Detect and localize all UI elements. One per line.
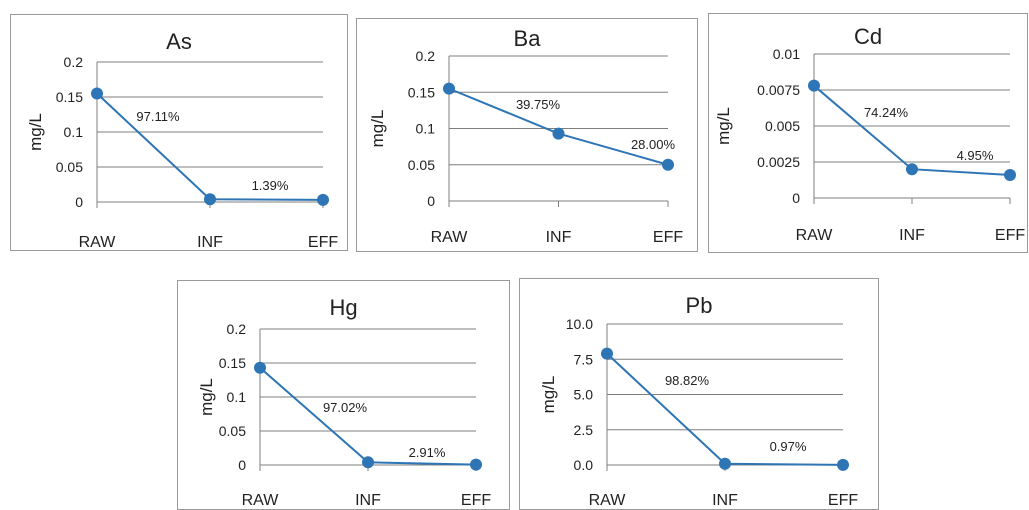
chart-title: As (166, 29, 192, 54)
chart-panel-cd: 0 0.0025 0.005 0.0075 0.01 RAW INF EFF Cd mg/L 74.… (708, 13, 1028, 253)
reduction-annotation: 97.11% (136, 109, 180, 124)
y-axis-label: mg/L (368, 110, 387, 148)
y-tick-label: 0.01 (773, 46, 800, 62)
y-tick-label: 0.05 (56, 159, 83, 175)
y-tick-label: 0.15 (219, 355, 246, 371)
x-tick-label: INF (197, 234, 223, 250)
y-axis-label: mg/L (26, 113, 45, 151)
data-point-eff (470, 459, 482, 471)
data-point-inf (906, 163, 918, 175)
x-tick-label: EFF (995, 227, 1025, 244)
x-tick-label: INF (546, 229, 572, 246)
data-point-eff (837, 459, 849, 471)
chart-svg-ba: 0 0.05 0.1 0.15 0.2 RAW INF EFF Ba mg/L 39.75% 28.0… (357, 19, 697, 251)
x-tick-label: RAW (431, 229, 469, 246)
reduction-annotation: 74.24% (864, 105, 909, 120)
chart-svg-cd: 0 0.0025 0.005 0.0075 0.01 RAW INF EFF Cd mg/L 74.… (709, 14, 1027, 252)
y-tick-label: 0.2 (416, 48, 436, 64)
y-tick-label: 0.05 (408, 157, 435, 173)
y-tick-label: 0.0025 (757, 154, 800, 170)
data-point-raw (601, 348, 613, 360)
y-tick-label: 0 (792, 190, 800, 206)
y-tick-label: 10.0 (566, 316, 593, 332)
x-tick-label: EFF (828, 492, 858, 509)
chart-panel-pb: 0.0 2.5 5.0 7.5 10.0 RAW INF EFF Pb mg/L 98.82% 0.9… (519, 278, 879, 510)
chart-title: Cd (854, 24, 882, 49)
y-tick-label: 2.5 (574, 422, 594, 438)
reduction-annotation: 1.39% (252, 178, 289, 193)
data-point-raw (443, 83, 455, 95)
data-point-inf (362, 456, 374, 468)
reduction-annotation: 98.82% (665, 373, 710, 388)
data-point-raw (91, 88, 103, 100)
reduction-annotation: 39.75% (516, 97, 561, 112)
data-point-raw (808, 80, 820, 92)
y-tick-label: 7.5 (574, 351, 594, 367)
data-point-inf (719, 458, 731, 470)
chart-panel-ba: 0 0.05 0.1 0.15 0.2 RAW INF EFF Ba mg/L 39.75% 28.0… (356, 18, 698, 252)
data-point-eff (1004, 169, 1016, 181)
y-tick-label: 0.1 (64, 124, 84, 140)
data-point-eff (662, 159, 674, 171)
y-tick-label: 0.1 (227, 389, 247, 405)
y-tick-label: 0.2 (64, 54, 84, 70)
reduction-annotation: 2.91% (409, 445, 446, 460)
x-tick-label: RAW (79, 234, 117, 250)
series-line (607, 354, 843, 465)
y-tick-label: 0.0075 (757, 82, 800, 98)
y-tick-label: 0.1 (416, 121, 436, 137)
y-axis-label: mg/L (197, 378, 216, 416)
chart-title: Ba (514, 26, 542, 51)
y-tick-label: 0.2 (227, 321, 247, 337)
y-tick-label: 5.0 (574, 387, 594, 403)
x-tick-label: RAW (589, 492, 627, 509)
y-tick-label: 0.15 (56, 89, 83, 105)
data-point-inf (204, 193, 216, 205)
chart-svg-pb: 0.0 2.5 5.0 7.5 10.0 RAW INF EFF Pb mg/L 98.82% 0.9… (520, 279, 878, 509)
chart-svg-as: 0 0.05 0.1 0.15 0.2 RAW INF EFF As mg/L 97.11% 1.39… (11, 15, 347, 250)
y-tick-label: 0.05 (219, 423, 246, 439)
reduction-annotation: 97.02% (323, 400, 368, 415)
data-point-eff (317, 194, 329, 206)
x-tick-label: INF (355, 492, 381, 509)
reduction-annotation: 4.95% (957, 148, 994, 163)
y-tick-label: 0 (238, 457, 246, 473)
chart-title: Pb (686, 293, 713, 318)
x-tick-label: EFF (461, 492, 491, 509)
x-tick-label: EFF (653, 229, 683, 246)
data-point-inf (553, 128, 565, 140)
reduction-annotation: 0.97% (770, 439, 807, 454)
x-tick-label: INF (899, 227, 925, 244)
x-tick-label: EFF (308, 234, 338, 250)
reduction-annotation: 28.00% (631, 137, 676, 152)
x-tick-label: RAW (242, 492, 280, 509)
x-tick-label: INF (712, 492, 738, 509)
chart-panel-hg: 0 0.05 0.1 0.15 0.2 RAW INF EFF Hg mg/L 97.02% 2.91… (177, 280, 510, 510)
y-tick-label: 0 (75, 194, 83, 210)
chart-svg-hg: 0 0.05 0.1 0.15 0.2 RAW INF EFF Hg mg/L 97.02% 2.91… (178, 281, 509, 509)
y-axis-label: mg/L (714, 107, 733, 145)
series-line (97, 94, 323, 200)
y-axis-label: mg/L (539, 376, 558, 414)
y-tick-label: 0.005 (765, 118, 800, 134)
data-point-raw (254, 362, 266, 374)
chart-title: Hg (329, 295, 357, 320)
x-tick-label: RAW (796, 227, 834, 244)
y-tick-label: 0.0 (574, 457, 594, 473)
y-tick-label: 0.15 (408, 84, 435, 100)
chart-panel-as: 0 0.05 0.1 0.15 0.2 RAW INF EFF As mg/L 97.11% 1.39… (10, 14, 348, 251)
y-tick-label: 0 (427, 193, 435, 209)
